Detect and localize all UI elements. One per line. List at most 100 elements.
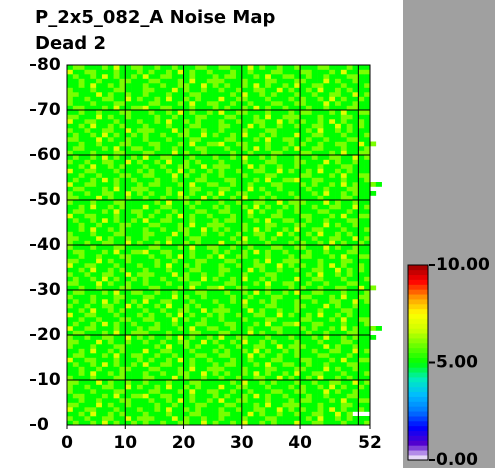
heatmap-cell <box>84 209 91 214</box>
heatmap-cell <box>142 371 149 376</box>
colorbar-step <box>408 333 428 339</box>
heatmap-cell <box>189 74 196 79</box>
heatmap-cell <box>329 317 336 322</box>
heatmap-cell <box>346 245 353 250</box>
heatmap-cell <box>270 263 278 268</box>
heatmap-cell <box>206 330 213 336</box>
heatmap-cell <box>329 92 336 97</box>
heatmap-cell <box>154 92 161 97</box>
heatmap-cell <box>206 83 213 88</box>
heatmap-cell <box>235 74 243 79</box>
heatmap-cell <box>265 371 272 376</box>
heatmap-cell <box>340 420 347 426</box>
heatmap-cell <box>201 236 208 241</box>
heatmap-cell <box>171 150 179 156</box>
heatmap-cell <box>259 92 266 97</box>
heatmap-cell <box>171 281 179 286</box>
heatmap-cell <box>189 245 196 250</box>
heatmap-cell <box>166 281 173 286</box>
heatmap-cell <box>90 150 97 156</box>
heatmap-cell <box>253 182 260 187</box>
heatmap-cell <box>270 78 278 84</box>
heatmap-cell <box>305 155 313 160</box>
heatmap-cell <box>125 420 132 426</box>
heatmap-cell <box>288 168 295 174</box>
heatmap-cell <box>259 65 266 70</box>
heatmap-cell <box>259 398 266 403</box>
heatmap-cell <box>119 74 126 79</box>
heatmap-cell <box>67 317 74 322</box>
heatmap-cell <box>201 407 208 412</box>
heatmap-cell <box>160 398 167 403</box>
heatmap-cell <box>276 195 283 201</box>
heatmap-cell <box>131 294 138 300</box>
heatmap-cell <box>201 416 208 421</box>
heatmap-cell <box>113 83 120 88</box>
heatmap-cell <box>265 150 272 156</box>
heatmap-cell <box>235 204 243 210</box>
heatmap-cell <box>311 213 318 219</box>
heatmap-cell <box>119 366 126 372</box>
heatmap-cell <box>340 186 347 192</box>
heatmap-cell <box>177 393 184 399</box>
heatmap-cell <box>96 177 103 183</box>
heatmap-cell <box>329 96 336 102</box>
heatmap-cell <box>90 65 97 70</box>
heatmap-cell <box>370 182 377 187</box>
heatmap-cell <box>125 114 132 120</box>
heatmap-cell <box>247 240 254 246</box>
heatmap-cell <box>72 96 79 102</box>
heatmap-cell <box>305 263 313 268</box>
heatmap-cell <box>340 150 347 156</box>
heatmap-cell <box>224 420 231 426</box>
heatmap-cell <box>247 362 254 367</box>
heatmap-cell <box>72 393 79 399</box>
heatmap-cell <box>201 96 208 102</box>
heatmap-cell <box>364 366 371 372</box>
heatmap-cell <box>358 276 365 282</box>
heatmap-cell <box>294 173 301 178</box>
heatmap-cell <box>189 407 196 412</box>
heatmap-cell <box>364 326 371 331</box>
heatmap-cell <box>265 236 272 241</box>
heatmap-cell <box>166 375 173 381</box>
heatmap-cell <box>67 141 74 147</box>
heatmap-cell <box>270 344 278 349</box>
heatmap-cell <box>230 65 237 70</box>
heatmap-cell <box>294 182 301 187</box>
heatmap-cell <box>189 348 196 354</box>
heatmap-cell <box>218 236 225 241</box>
heatmap-cell <box>224 87 231 93</box>
heatmap-cell <box>300 155 307 160</box>
heatmap-cell <box>265 159 272 165</box>
heatmap-cell <box>218 416 225 421</box>
heatmap-cell <box>90 128 97 133</box>
heatmap-cell <box>201 222 208 228</box>
heatmap-cell <box>323 308 330 313</box>
heatmap-cell <box>305 213 313 219</box>
heatmap-cell <box>265 231 272 237</box>
heatmap-cell <box>90 371 97 376</box>
heatmap-cell <box>90 92 97 97</box>
heatmap-cell <box>154 96 161 102</box>
heatmap-cell <box>230 159 237 165</box>
heatmap-cell <box>235 119 243 124</box>
heatmap-cell <box>282 231 289 237</box>
heatmap-cell <box>276 312 283 318</box>
heatmap-cell <box>247 357 254 363</box>
heatmap-cell <box>259 416 266 421</box>
heatmap-cell <box>136 168 144 174</box>
heatmap-cell <box>119 218 126 223</box>
heatmap-cell <box>270 128 278 133</box>
heatmap-cell <box>305 303 313 309</box>
heatmap-cell <box>335 272 342 277</box>
heatmap-cell <box>189 227 196 232</box>
heatmap-cell <box>78 200 85 205</box>
heatmap-cell <box>323 402 330 408</box>
heatmap-cell <box>270 222 278 228</box>
heatmap-cell <box>270 317 278 322</box>
heatmap-cell <box>84 227 91 232</box>
heatmap-cell <box>189 308 196 313</box>
heatmap-cell <box>352 245 359 250</box>
heatmap-cell <box>206 317 213 322</box>
